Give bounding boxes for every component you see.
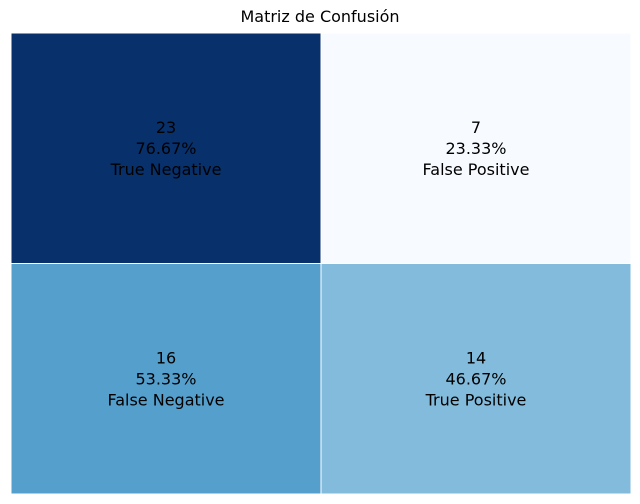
true-negative-count: 23	[156, 118, 176, 137]
false-positive-percent: 23.33%	[445, 139, 506, 158]
true-positive-cell: 14 46.67% True Positive	[320, 263, 632, 495]
false-positive-label: False Positive	[423, 160, 530, 179]
false-negative-label: False Negative	[107, 390, 224, 409]
true-positive-count: 14	[466, 348, 486, 367]
true-positive-label: True Positive	[425, 390, 527, 409]
false-positive-rect	[320, 32, 632, 264]
false-negative-cell: 16 53.33% False Negative	[10, 263, 322, 495]
true-negative-cell: 23 76.67% True Negative	[10, 32, 322, 264]
false-positive-count: 7	[471, 118, 481, 137]
true-negative-label: True Negative	[110, 160, 222, 179]
true-positive-rect	[320, 263, 632, 495]
false-negative-count: 16	[156, 348, 176, 367]
true-positive-percent: 46.67%	[445, 369, 506, 388]
chart-title: Matriz de Confusión	[240, 7, 400, 26]
false-negative-percent: 53.33%	[135, 369, 196, 388]
false-positive-cell: 7 23.33% False Positive	[320, 32, 632, 264]
cells-layer: 23 76.67% True Negative 7 23.33% False Positi…	[10, 32, 632, 495]
true-negative-percent: 76.67%	[135, 139, 196, 158]
